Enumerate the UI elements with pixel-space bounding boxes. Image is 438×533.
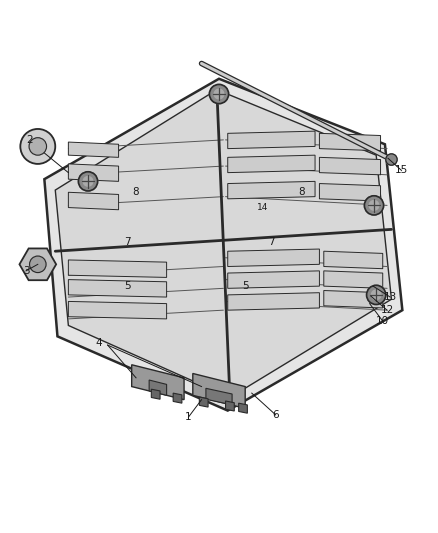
Circle shape [367, 285, 386, 304]
Polygon shape [68, 192, 119, 210]
Polygon shape [193, 374, 245, 408]
Circle shape [369, 200, 379, 210]
Text: 1: 1 [185, 412, 192, 422]
Text: 5: 5 [242, 281, 248, 291]
Circle shape [29, 138, 46, 155]
Polygon shape [44, 79, 403, 410]
Circle shape [364, 196, 384, 215]
Polygon shape [228, 249, 319, 266]
Text: 15: 15 [395, 165, 408, 175]
Circle shape [83, 176, 93, 186]
Polygon shape [173, 393, 182, 403]
Circle shape [214, 89, 224, 99]
Polygon shape [228, 131, 315, 149]
Polygon shape [324, 271, 383, 288]
Text: 6: 6 [272, 410, 279, 420]
Polygon shape [151, 389, 160, 399]
Polygon shape [319, 157, 381, 175]
Polygon shape [68, 260, 166, 277]
Polygon shape [68, 164, 119, 181]
Polygon shape [132, 365, 184, 400]
Polygon shape [228, 293, 319, 310]
Text: 5: 5 [124, 281, 131, 291]
Text: 10: 10 [376, 316, 389, 326]
Polygon shape [324, 251, 383, 269]
Circle shape [20, 129, 55, 164]
Text: 12: 12 [381, 305, 394, 315]
Polygon shape [319, 133, 381, 151]
Text: 3: 3 [23, 266, 29, 276]
Text: 8: 8 [133, 187, 139, 197]
Circle shape [386, 154, 397, 165]
Polygon shape [19, 248, 56, 280]
Polygon shape [319, 183, 381, 201]
Circle shape [78, 172, 98, 191]
Polygon shape [206, 389, 232, 405]
Circle shape [29, 256, 46, 272]
Polygon shape [226, 401, 234, 411]
Polygon shape [228, 155, 315, 173]
Text: 7: 7 [268, 238, 275, 247]
Text: 2: 2 [26, 135, 32, 145]
Circle shape [371, 290, 381, 300]
Polygon shape [199, 397, 208, 407]
Polygon shape [68, 280, 166, 297]
Text: 14: 14 [257, 203, 268, 212]
Text: 13: 13 [384, 292, 397, 302]
Polygon shape [324, 290, 383, 308]
Polygon shape [228, 271, 319, 288]
Text: 8: 8 [299, 187, 305, 197]
Polygon shape [68, 142, 119, 157]
Polygon shape [239, 403, 247, 413]
Polygon shape [68, 302, 166, 319]
Polygon shape [228, 181, 315, 199]
Circle shape [209, 84, 229, 103]
Polygon shape [149, 380, 166, 395]
Text: 7: 7 [124, 238, 131, 247]
Polygon shape [55, 90, 392, 398]
Text: 4: 4 [95, 338, 102, 348]
